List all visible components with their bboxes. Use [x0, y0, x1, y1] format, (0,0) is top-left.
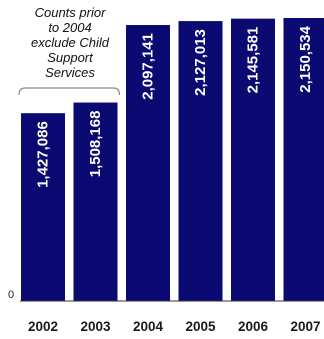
x-axis-ticks: 2002 2003 2004 2005 2006 2007: [28, 319, 321, 334]
x-tick-label-2006: 2006: [238, 319, 269, 334]
x-tick-label-2005: 2005: [185, 319, 216, 334]
bar-2003: [73, 102, 118, 302]
x-tick-label-2004: 2004: [133, 319, 164, 334]
bar-2002: [21, 113, 65, 301]
annotation-line-3: exclude Child: [31, 35, 110, 50]
bar-value-label-2006: 2,145,581: [245, 27, 262, 94]
annotation-line-5: Services: [45, 65, 95, 80]
y-tick-label-0: 0: [8, 289, 14, 301]
annotation-line-4: Support: [47, 50, 94, 65]
bars-group: [21, 18, 324, 302]
x-tick-label-2003: 2003: [80, 319, 111, 334]
annotation-note: Counts prior to 2004 exclude Child Support S…: [18, 5, 121, 96]
x-tick-label-2007: 2007: [290, 319, 320, 334]
bar-2006: [231, 18, 275, 301]
bar-value-labels: 1,427,086 1,508,168 2,097,141 2,127,013 2,14…: [35, 25, 315, 188]
x-tick-label-2002: 2002: [28, 319, 58, 334]
y-axis-ticks: 0: [8, 289, 14, 301]
annotation-line-2: to 2004: [48, 20, 91, 35]
bar-2004: [126, 25, 170, 301]
annotation-line-1: Counts prior: [35, 5, 106, 20]
annotation-bracket: [18, 87, 121, 96]
bar-2005: [178, 21, 223, 302]
annotation-text: Counts prior to 2004 exclude Child Support S…: [31, 5, 110, 80]
bar-2007: [283, 18, 324, 301]
bar-value-label-2002: 1,427,086: [35, 121, 52, 188]
bar-value-label-2004: 2,097,141: [140, 33, 157, 100]
bar-value-label-2005: 2,127,013: [192, 29, 209, 96]
bar-value-label-2003: 1,508,168: [87, 111, 104, 178]
bar-value-label-2007: 2,150,534: [297, 25, 314, 92]
